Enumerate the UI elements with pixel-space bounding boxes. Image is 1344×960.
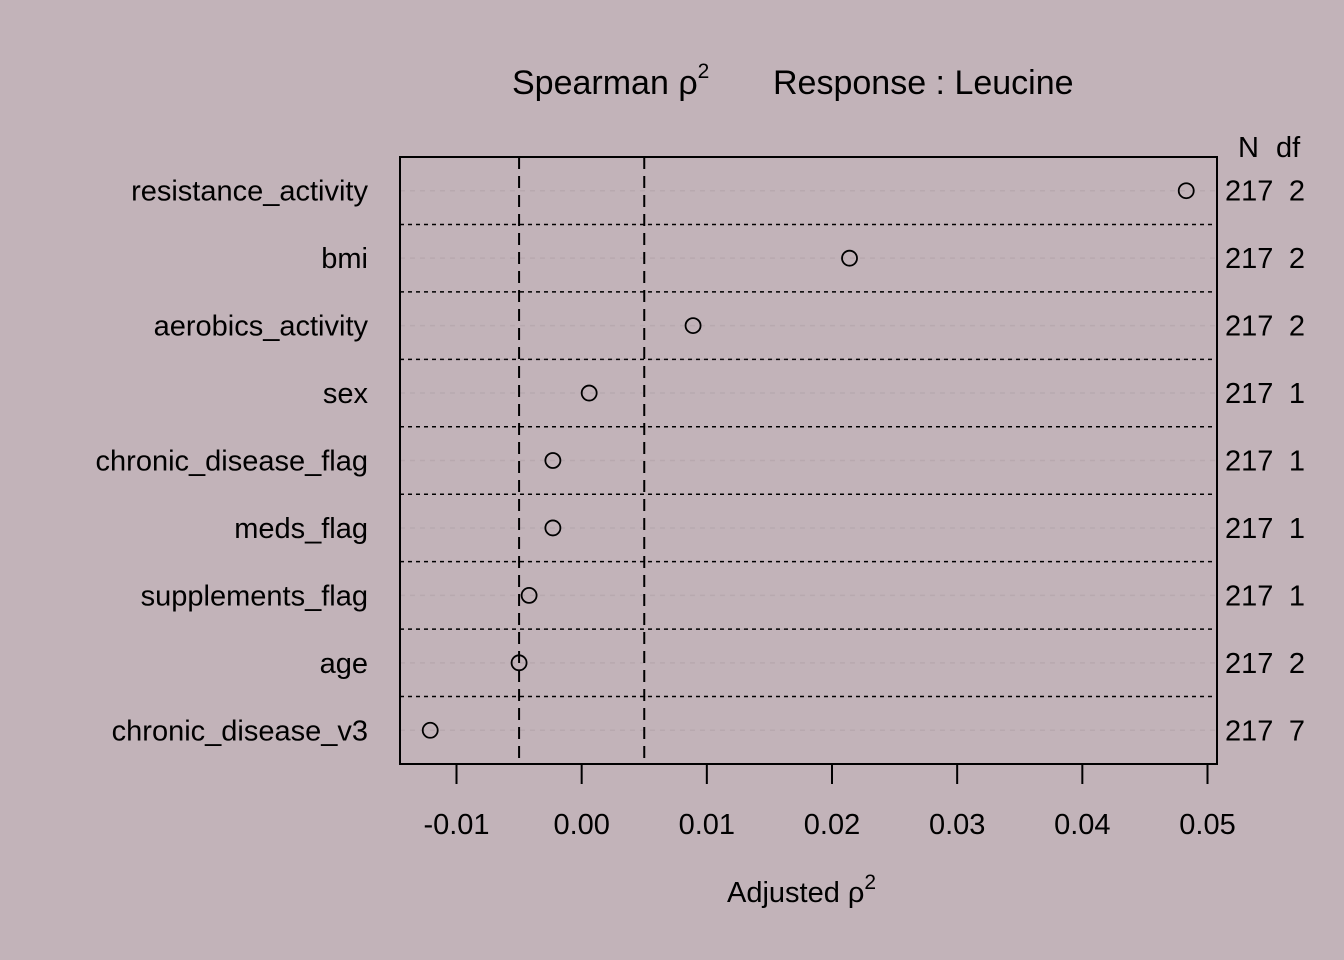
row-df-value: 2 bbox=[1289, 243, 1305, 275]
row-label: aerobics_activity bbox=[154, 311, 369, 343]
points-layer bbox=[421, 182, 1195, 739]
xlabel-text: Adjusted bbox=[727, 877, 848, 909]
row-n-value: 217 bbox=[1225, 378, 1273, 410]
xlabel-superscript: 2 bbox=[864, 871, 876, 894]
x-tick-label: 0.01 bbox=[679, 809, 735, 841]
data-point bbox=[1177, 182, 1195, 200]
row-n-value: 217 bbox=[1225, 648, 1273, 680]
x-axis-label: Adjusted ρ2 bbox=[727, 871, 876, 909]
row-label: resistance_activity bbox=[131, 176, 368, 208]
header-df: df bbox=[1276, 132, 1301, 164]
row-label: age bbox=[320, 648, 368, 680]
row-n-value: 217 bbox=[1225, 176, 1273, 208]
row-n-value: 217 bbox=[1225, 311, 1273, 343]
row-n-value: 217 bbox=[1225, 513, 1273, 545]
row-df-value: 2 bbox=[1289, 648, 1305, 680]
row-df-value: 2 bbox=[1289, 176, 1305, 208]
data-point bbox=[841, 249, 858, 267]
row-label: sex bbox=[323, 378, 369, 410]
data-point bbox=[510, 654, 528, 672]
row-df-value: 7 bbox=[1289, 715, 1305, 747]
row-n-value: 217 bbox=[1225, 715, 1273, 747]
row-df-value: 1 bbox=[1289, 580, 1305, 612]
data-point bbox=[421, 721, 439, 739]
row-n-value: 217 bbox=[1225, 446, 1273, 478]
chart-response-label: Response : Leucine bbox=[773, 64, 1074, 102]
x-axis: -0.01 0.00 0.01 0.02 0.03 0.04 0.05 bbox=[423, 764, 1236, 841]
x-tick-label: 0.00 bbox=[553, 809, 609, 841]
data-point bbox=[580, 384, 598, 402]
grid-layer bbox=[400, 189, 1217, 732]
row-label: meds_flag bbox=[234, 513, 368, 545]
row-n-value: 217 bbox=[1225, 580, 1273, 612]
plot-frame bbox=[399, 156, 1218, 765]
data-point bbox=[520, 586, 538, 604]
x-tick-label: 0.02 bbox=[804, 809, 860, 841]
x-tick-label: 0.04 bbox=[1054, 809, 1110, 841]
header-n: N bbox=[1238, 132, 1259, 164]
data-point bbox=[544, 452, 562, 469]
chart-title: Spearman ρ2 bbox=[512, 60, 709, 102]
row-n-value: 217 bbox=[1225, 243, 1273, 275]
x-tick-label: 0.05 bbox=[1179, 809, 1235, 841]
reference-lines bbox=[518, 157, 646, 764]
row-label: chronic_disease_flag bbox=[96, 446, 368, 478]
data-point bbox=[544, 519, 562, 537]
row-df-value: 1 bbox=[1289, 378, 1305, 410]
title-rho-symbol: ρ bbox=[678, 64, 697, 102]
row-label: supplements_flag bbox=[141, 580, 368, 612]
title-prefix: Spearman bbox=[512, 64, 678, 102]
row-df-value: 1 bbox=[1289, 513, 1305, 545]
x-tick-label: 0.03 bbox=[929, 809, 985, 841]
x-tick-label: -0.01 bbox=[423, 809, 489, 841]
row-df-value: 1 bbox=[1289, 446, 1305, 478]
row-df-value: 2 bbox=[1289, 311, 1305, 343]
row-counts: 217 2 217 2 217 2 217 1 217 1 217 1 217 1 217 2 217 7 bbox=[1225, 176, 1305, 748]
xlabel-rho-symbol: ρ bbox=[848, 877, 865, 909]
row-label: chronic_disease_v3 bbox=[112, 715, 368, 747]
data-point bbox=[684, 317, 702, 335]
title-superscript: 2 bbox=[698, 60, 710, 83]
row-label: bmi bbox=[321, 243, 368, 275]
